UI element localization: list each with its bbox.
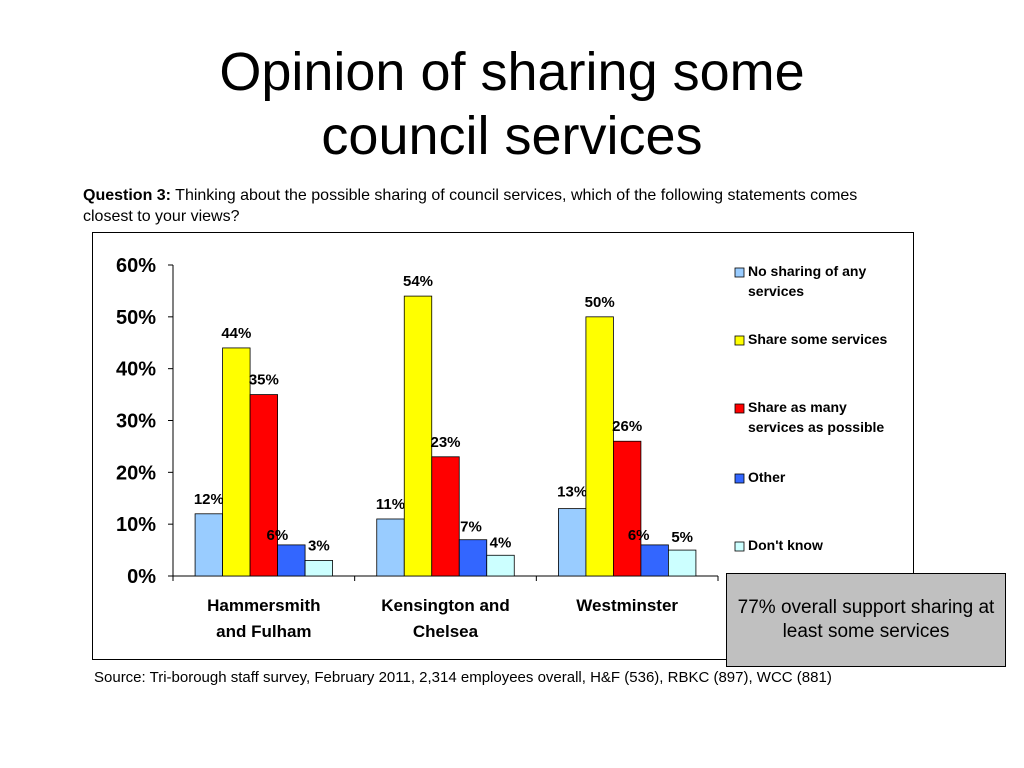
y-tick-label: 0%: [127, 566, 156, 588]
legend-swatch: [734, 403, 745, 414]
bar: [585, 316, 614, 577]
y-tick-label: 30%: [116, 411, 156, 433]
data-label: 23%: [430, 434, 460, 451]
bar: [458, 539, 488, 577]
bar: [194, 513, 223, 577]
legend-swatch: [734, 335, 745, 346]
legend-label: Other: [748, 469, 786, 485]
legend-label: services: [748, 283, 804, 299]
legend-swatch: [734, 541, 745, 552]
data-label: 6%: [628, 527, 650, 544]
legend-label: No sharing of any: [748, 263, 866, 279]
question-label: Question 3:: [83, 187, 172, 204]
legend-label: Don't know: [748, 537, 823, 553]
legend-label: Share as many: [748, 399, 847, 415]
question-text: Question 3: Thinking about the possible …: [83, 185, 883, 227]
data-label: 12%: [194, 491, 224, 508]
bar: [668, 549, 697, 577]
page-title: Opinion of sharing some council services: [0, 40, 1024, 168]
data-label: 44%: [221, 325, 251, 342]
data-label: 50%: [585, 294, 615, 311]
bar: [403, 295, 433, 577]
bar: [376, 518, 405, 577]
data-label: 13%: [557, 484, 587, 501]
bar: [304, 560, 333, 577]
legend-label: Share some services: [748, 331, 888, 347]
bar: [431, 456, 460, 577]
source-note: Source: Tri-borough staff survey, Februa…: [94, 669, 832, 686]
data-label: 5%: [671, 529, 693, 546]
support-callout: 77% overall support sharing at least som…: [726, 573, 1006, 667]
bar: [222, 347, 251, 577]
data-label: 3%: [308, 537, 330, 554]
y-tick-label: 60%: [116, 255, 156, 277]
y-tick-label: 40%: [116, 359, 156, 381]
data-label: 11%: [376, 496, 405, 513]
bar: [613, 440, 642, 577]
legend-label: services as possible: [748, 419, 884, 435]
legend-swatch: [734, 267, 745, 278]
bar: [277, 544, 306, 577]
x-category-label: Kensington and: [381, 596, 509, 615]
bar: [486, 554, 515, 577]
title-line-2: council services: [321, 106, 703, 166]
y-tick-label: 50%: [116, 307, 156, 329]
data-label: 35%: [249, 372, 279, 389]
bar: [640, 544, 669, 577]
x-category-label: Westminster: [576, 596, 678, 615]
question-body: Thinking about the possible sharing of c…: [83, 187, 858, 225]
bar: [558, 508, 587, 577]
bar-chart: 0% 10% 20% 30% 40% 50% 60% 12% 11% 13% 44% 54% 50% 35…: [116, 255, 888, 641]
title-line-1: Opinion of sharing some: [219, 42, 805, 102]
data-label: 26%: [612, 418, 642, 435]
data-label: 4%: [490, 534, 512, 551]
data-label: 54%: [403, 273, 433, 290]
y-tick-label: 20%: [116, 462, 156, 484]
x-category-label: Hammersmith: [207, 596, 320, 615]
x-category-label: Chelsea: [413, 622, 479, 641]
y-tick-label: 10%: [116, 514, 156, 536]
legend-swatch: [734, 473, 745, 484]
data-label: 7%: [460, 519, 482, 536]
x-category-label: and Fulham: [216, 622, 311, 641]
bar: [249, 394, 278, 577]
data-label: 6%: [266, 527, 288, 544]
